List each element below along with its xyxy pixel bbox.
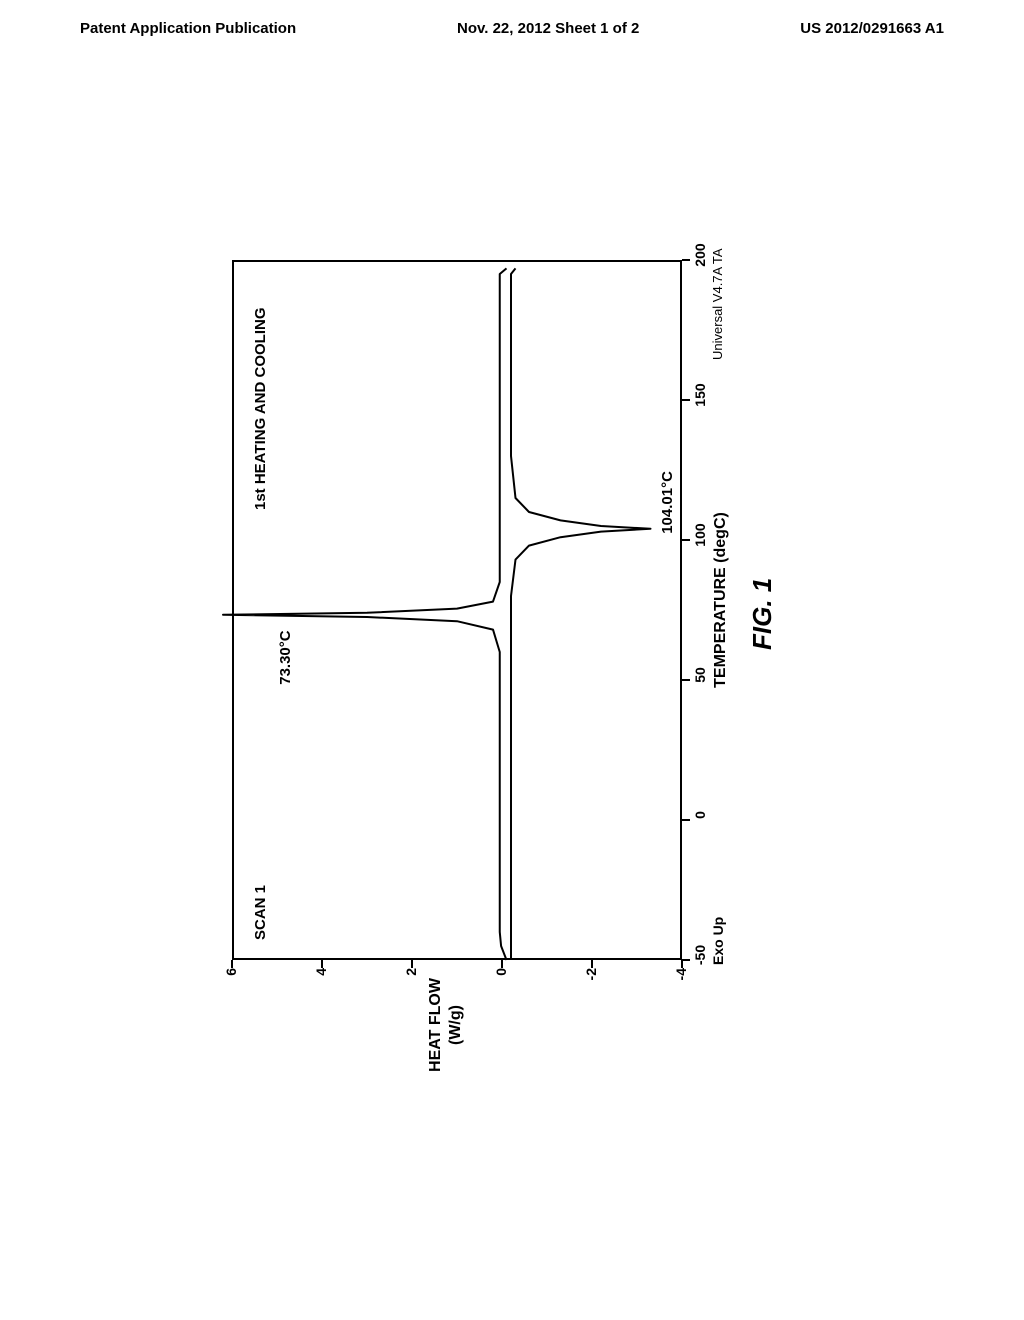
software-version-label: Universal V4.7A TA [710,248,725,360]
y-axis-label-2: (W/g) [447,975,465,1075]
x-tick-label: 0 [692,795,708,835]
x-tick-label: 100 [692,515,708,555]
header-center: Nov. 22, 2012 Sheet 1 of 2 [457,20,639,37]
figure-container: HEAT FLOW (W/g) TEMPERATURE (degC) Exo U… [192,200,832,1080]
rotated-plot: HEAT FLOW (W/g) TEMPERATURE (degC) Exo U… [192,200,832,1080]
scan-label: SCAN 1 [252,885,269,940]
figure-caption: FIG. 1 [747,578,778,650]
dsc-curve-svg [192,220,722,1080]
y-tick-label: 2 [403,968,419,998]
y-axis-label-1: HEAT FLOW [427,975,445,1075]
header-left: Patent Application Publication [80,20,296,37]
x-tick-label: -50 [692,935,708,975]
exo-up-label: Exo Up [710,917,726,965]
heating-cooling-label: 1st HEATING AND COOLING [252,307,269,510]
header-right: US 2012/0291663 A1 [800,20,944,37]
y-tick-label: 6 [223,968,239,998]
y-tick-label: 4 [313,968,329,998]
peak-104-label: 104.01°C [659,471,676,534]
x-tick-label: 50 [692,655,708,695]
y-tick-label: -2 [583,968,599,998]
y-tick-label: -4 [673,968,689,998]
x-tick-label: 150 [692,375,708,415]
y-tick-label: 0 [493,968,509,998]
peak-73-label: 73.30°C [277,630,294,684]
x-tick-label: 200 [692,235,708,275]
x-axis-label: TEMPERATURE (degC) [712,490,730,710]
